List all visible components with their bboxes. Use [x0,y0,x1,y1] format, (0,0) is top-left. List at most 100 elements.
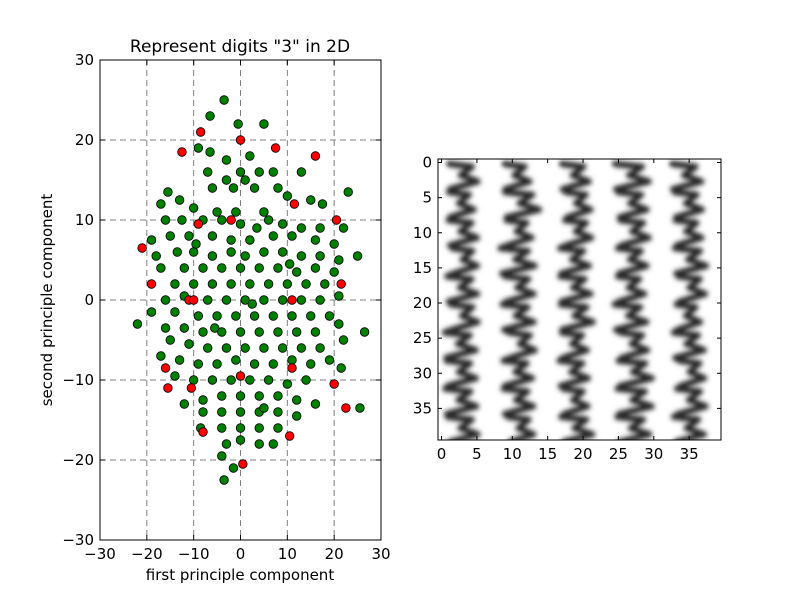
green-point [315,295,325,305]
green-point [315,251,325,261]
image-y-tick-label: 10 [413,224,432,242]
green-point [359,327,370,337]
green-point [203,167,213,177]
green-point [245,375,255,385]
green-point [217,391,227,401]
green-point [226,279,236,289]
green-point [188,247,199,257]
green-point [259,343,269,353]
green-point [207,279,218,289]
image-x-tick-label: 35 [680,445,699,463]
green-point [205,111,215,121]
green-point [132,319,143,329]
red-point [188,295,199,305]
y-axis-label: second principle component [38,194,56,407]
green-point [273,183,283,193]
green-point [231,207,241,217]
green-point [235,263,246,273]
green-point [219,95,229,105]
green-point [306,359,316,369]
green-point [334,291,344,301]
red-point [331,215,342,225]
green-point [277,219,288,229]
red-point [329,379,339,389]
green-point [273,327,283,337]
red-point [310,151,321,161]
green-point [336,363,346,373]
green-point [160,215,171,225]
green-point [273,407,283,417]
image-panel: 0 5 10 15 20 25 30 35 0 5 10 15 20 25 30 35 [413,154,722,463]
green-point [217,327,227,337]
green-point [221,155,232,165]
green-point [235,219,246,229]
green-point [198,327,208,337]
green-point [184,231,194,241]
y-tick-label: −20 [62,451,94,469]
green-point [259,295,269,305]
green-point [193,143,204,153]
green-point [296,343,307,353]
green-point [245,235,255,245]
green-point [343,187,353,197]
green-point [263,375,274,385]
green-point [193,359,204,369]
y-tick-label: 20 [75,131,94,149]
green-point [179,399,190,409]
green-point [268,167,278,177]
green-point [301,279,311,289]
green-point [198,395,208,405]
image-x-tick-label: 30 [644,445,663,463]
image-x-tick-label: 20 [573,445,592,463]
digit-stroke-halo [440,159,483,440]
green-point [235,407,246,417]
green-point [228,183,239,193]
red-point [235,135,246,145]
green-point [324,355,335,365]
green-point [277,295,288,305]
green-point [165,335,175,345]
green-point [355,403,365,413]
red-point [284,431,295,441]
green-point [221,343,232,353]
green-point [254,167,264,177]
green-point [273,391,283,401]
scatter-points [132,95,370,485]
red-point [238,459,248,469]
green-point [210,323,220,333]
green-point [263,279,274,289]
red-point [336,279,346,289]
green-point [284,259,295,269]
red-point [193,219,204,229]
digit-stroke-halo [668,159,711,440]
green-point [170,279,180,289]
green-point [273,263,283,273]
green-point [198,263,208,273]
green-point [334,255,344,265]
image-x-tick-label: 15 [538,445,557,463]
green-point [249,183,260,193]
green-point [188,203,199,213]
x-tick-label: 20 [325,545,344,563]
green-point [259,247,269,257]
green-point [254,423,264,433]
green-point [203,343,213,353]
green-point [212,359,222,369]
green-point [235,423,246,433]
digit-stroke-halo [495,159,544,440]
image-frame [437,158,722,441]
green-point [179,263,190,273]
green-point [324,311,335,321]
green-point [282,279,293,289]
red-point [160,363,171,373]
y-tick-label: 0 [84,291,94,309]
green-point [263,215,274,225]
green-point [292,411,302,421]
green-point [207,231,218,241]
green-point [254,439,264,449]
green-point [254,263,264,273]
green-point [207,183,218,193]
red-point [270,143,281,153]
green-point [233,119,243,129]
